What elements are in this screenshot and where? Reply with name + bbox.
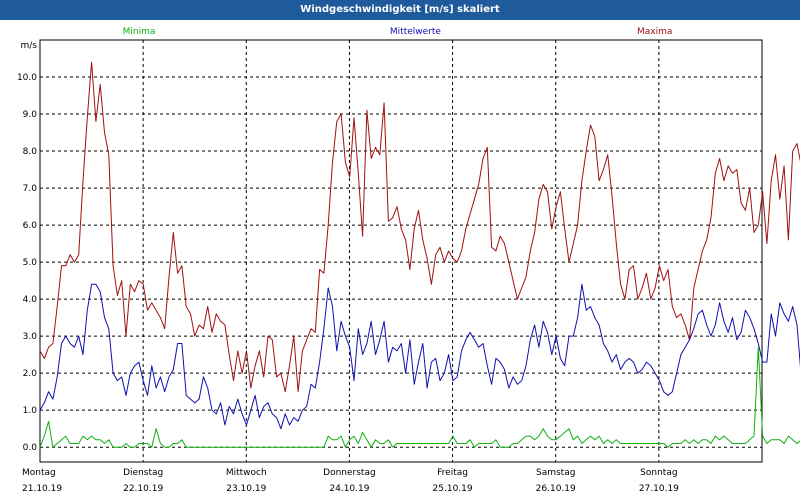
wind-speed-chart: Minima Mittelwerte Maxima 0.0 1.0 2.0 3.0 4.0 5…: [0, 20, 800, 500]
x-tick-day: Mittwoch: [226, 468, 267, 478]
x-tick-date: 25.10.19: [433, 484, 473, 494]
x-tick-date: 22.10.19: [123, 484, 163, 494]
y-tick-label: 8.0: [23, 147, 38, 157]
y-tick-label: 1.0: [23, 406, 38, 416]
x-tick-day: Dienstag: [123, 468, 163, 478]
legend: Minima Mittelwerte Maxima: [123, 27, 673, 37]
x-tick-date: 24.10.19: [329, 484, 369, 494]
series-line-minima: [39, 346, 800, 448]
legend-entry-mittelwerte: Mittelwerte: [390, 27, 441, 37]
plot-background: [0, 20, 800, 500]
series-line-mittelwerte: [39, 283, 800, 430]
x-tick-day: Freitag: [437, 468, 468, 478]
plot-frame: [39, 39, 763, 463]
chart-title: Windgeschwindigkeit [m/s] skaliert: [0, 0, 800, 20]
axis-labels: 0.0 1.0 2.0 3.0 4.0 5.0 6.0 7.0 8.0 9.0 10.0 m/s Mon…: [17, 41, 679, 494]
y-tick-label: 4.0: [23, 295, 38, 305]
y-tick-label: 3.0: [23, 332, 38, 342]
x-tick-date: 26.10.19: [536, 484, 576, 494]
x-tick-date: 23.10.19: [226, 484, 266, 494]
series-lines: [39, 61, 800, 448]
y-tick-label: 2.0: [23, 369, 38, 379]
x-tick-day: Donnerstag: [323, 468, 376, 478]
x-tick-date: 27.10.19: [639, 484, 679, 494]
axes: [39, 39, 763, 463]
series-line-maxima: [39, 61, 800, 393]
x-tick-day: Montag: [22, 468, 56, 478]
y-tick-label: 9.0: [23, 110, 38, 120]
y-tick-label: 0.0: [23, 443, 38, 453]
x-tick-day: Sonntag: [640, 468, 677, 478]
y-tick-label: 5.0: [23, 258, 38, 268]
x-tick-day: Samstag: [536, 468, 575, 478]
legend-entry-maxima: Maxima: [637, 27, 672, 37]
y-axis-unit: m/s: [21, 41, 38, 51]
legend-entry-minima: Minima: [123, 27, 156, 37]
y-tick-label: 7.0: [23, 184, 38, 194]
y-tick-label: 6.0: [23, 221, 38, 231]
grid: [40, 40, 762, 462]
x-tick-date: 21.10.19: [22, 484, 62, 494]
y-tick-label: 10.0: [17, 73, 37, 83]
